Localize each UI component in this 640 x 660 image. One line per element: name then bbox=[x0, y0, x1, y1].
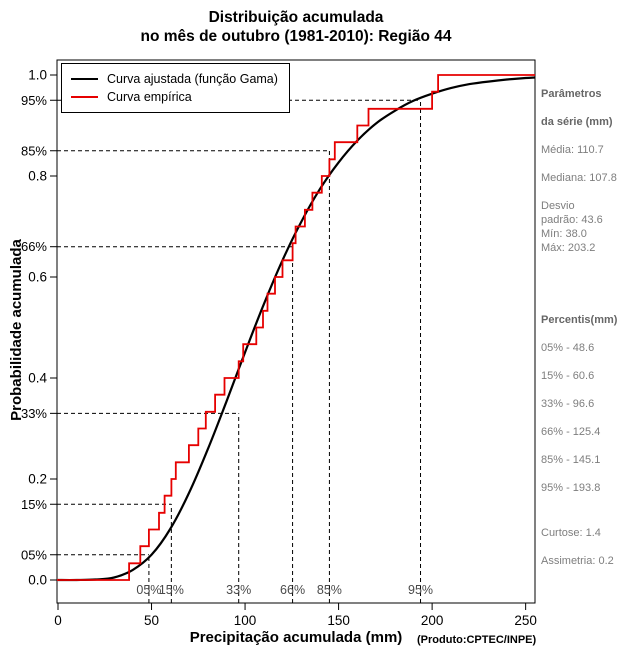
percentile-85: 85% - 145.1 bbox=[541, 454, 601, 466]
x-axis: 0 50 100 150 200 250 bbox=[54, 603, 537, 628]
y-tick-label: 0.8 bbox=[28, 169, 47, 184]
y-tick-label: 0.0 bbox=[28, 573, 47, 588]
x-tick-label: 100 bbox=[234, 613, 257, 628]
inner-percentile-label: 05% bbox=[136, 583, 161, 597]
chart-title-line2: no mês de outubro (1981-2010): Região 44 bbox=[140, 28, 452, 45]
y-axis: 0.0 0.2 0.4 0.6 0.8 1.0 bbox=[28, 68, 57, 588]
x-tick-label: 150 bbox=[327, 613, 350, 628]
y-percentile-tick-label: 95% bbox=[21, 93, 47, 108]
plot-box bbox=[56, 59, 536, 604]
x-tick-label: 200 bbox=[421, 613, 444, 628]
x-axis-title: Precipitação acumulada (mm) bbox=[189, 629, 403, 646]
y-tick-label: 0.2 bbox=[28, 472, 47, 487]
stat-median: Mediana: 107.8 bbox=[541, 172, 617, 184]
empirical-curve-swatch bbox=[71, 96, 98, 98]
percentile-guides: 05%05%15%15%33%33%66%66%85%85%95%95% bbox=[21, 93, 433, 603]
legend-item-fitted: Curva ajustada (função Gama) bbox=[71, 70, 278, 88]
x-tick-label: 250 bbox=[514, 613, 537, 628]
fitted-curve-swatch bbox=[71, 78, 98, 80]
stat-kurtosis: Curtose: 1.4 bbox=[541, 527, 601, 539]
plot-root: 05%05%15%15%33%33%66%66%85%85%95%95%0 50 1… bbox=[21, 59, 537, 628]
y-axis-title: Probabilidade acumulada bbox=[8, 239, 25, 421]
x-tick-label: 0 bbox=[54, 613, 62, 628]
y-percentile-tick-label: 66% bbox=[21, 239, 47, 254]
x-tick-label: 50 bbox=[144, 613, 159, 628]
stat-max: Máx: 203.2 bbox=[541, 242, 596, 254]
stat-std-line1: Desvio bbox=[541, 200, 575, 212]
inner-percentile-label: 95% bbox=[408, 583, 433, 597]
inner-percentile-label: 85% bbox=[317, 583, 342, 597]
percentile-66: 66% - 125.4 bbox=[541, 426, 601, 438]
y-percentile-tick-label: 15% bbox=[21, 497, 47, 512]
stat-skewness: Assimetria: 0.2 bbox=[541, 555, 614, 567]
stat-mean: Média: 110.7 bbox=[541, 144, 604, 156]
legend-label-fitted: Curva ajustada (função Gama) bbox=[107, 72, 278, 86]
stat-std-line2: padrão: 43.6 bbox=[541, 214, 603, 226]
percentile-95: 95% - 193.8 bbox=[541, 482, 601, 494]
params-header-line1: Parâmetros bbox=[541, 88, 602, 100]
fitted-gamma-curve bbox=[57, 76, 536, 582]
percentile-05: 05% - 48.6 bbox=[541, 342, 595, 354]
inner-percentile-label: 66% bbox=[280, 583, 305, 597]
chart-title: Distribuição acumulada no mês de outubro… bbox=[57, 8, 535, 46]
stat-min: Mín: 38.0 bbox=[541, 228, 587, 240]
y-tick-label: 1.0 bbox=[28, 68, 47, 83]
product-note: (Produto:CPTEC/INPE) bbox=[417, 634, 537, 646]
y-tick-label: 0.6 bbox=[28, 270, 47, 285]
empirical-curve bbox=[57, 74, 535, 581]
series-parameters-panel: Parâmetros da série (mm) Média: 110.7 Me… bbox=[541, 88, 638, 270]
chart-title-line1: Distribuição acumulada bbox=[208, 9, 384, 26]
y-percentile-tick-label: 33% bbox=[21, 406, 47, 421]
y-tick-label: 0.4 bbox=[28, 371, 47, 386]
percentiles-panel: Percentis(mm) 05% - 48.6 15% - 60.6 33% … bbox=[541, 314, 638, 510]
params-header-line2: da série (mm) bbox=[541, 116, 613, 128]
percentiles-header: Percentis(mm) bbox=[541, 314, 618, 326]
percentile-33: 33% - 96.6 bbox=[541, 398, 595, 410]
moments-panel: Curtose: 1.4 Assimetria: 0.2 bbox=[541, 527, 638, 583]
legend: Curva ajustada (função Gama) Curva empír… bbox=[61, 63, 290, 113]
legend-label-empirical: Curva empírica bbox=[107, 90, 192, 104]
y-percentile-tick-label: 05% bbox=[21, 547, 47, 562]
y-percentile-tick-label: 85% bbox=[21, 143, 47, 158]
percentile-15: 15% - 60.6 bbox=[541, 370, 595, 382]
inner-percentile-label: 15% bbox=[159, 583, 184, 597]
legend-item-empirical: Curva empírica bbox=[71, 88, 278, 106]
inner-percentile-label: 33% bbox=[226, 583, 251, 597]
